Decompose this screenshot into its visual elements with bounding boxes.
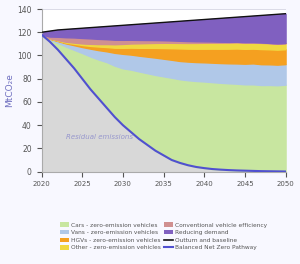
Legend: Cars - zero-emission vehicles, Vans - zero-emission vehicles, HGVs - zero-emissi: Cars - zero-emission vehicles, Vans - ze…	[58, 220, 269, 253]
Y-axis label: MtCO₂e: MtCO₂e	[6, 73, 15, 107]
Text: Residual emissions: Residual emissions	[66, 134, 133, 140]
